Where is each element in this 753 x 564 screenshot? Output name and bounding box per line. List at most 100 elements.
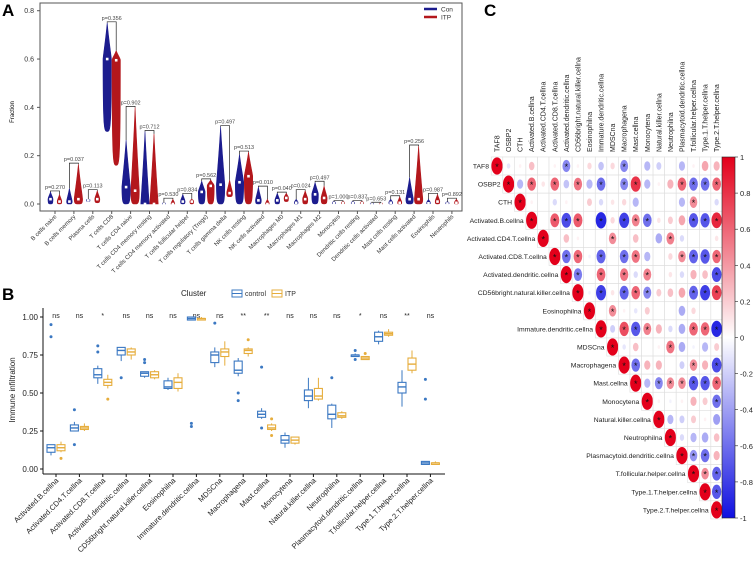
correlation-circle [514,193,526,211]
correlation-circle [702,397,708,406]
correlation-circle [689,285,699,300]
y-tick-label: 0.75 [22,351,38,360]
correlation-circle [596,177,606,191]
significance-star: * [692,289,696,299]
correlation-circle [576,164,580,168]
significance-star: * [715,289,719,299]
significance-label: ns [193,313,201,320]
correlation-circle [621,198,627,206]
violin-con [140,131,150,205]
correlation-circle [596,267,606,282]
violin-itp [226,179,233,198]
correlation-circle [633,308,638,314]
correlation-circle [667,288,674,298]
correlation-circle [573,249,583,264]
matrix-cell [606,265,619,284]
column-label: Immature.dendritic.cellna [599,74,606,152]
correlation-circle [702,360,709,370]
matrix-cell [641,337,654,357]
box-chart: Immune infiltration 0.00 0.25 0.50 0.75 1.00 C… [8,289,445,554]
median-marker [408,197,411,201]
correlation-circle [654,377,663,390]
p-value-bracket [428,192,438,200]
correlation-circle [655,324,662,334]
colorbar-tick-label: -0.8 [740,478,753,487]
p-value-bracket [201,178,212,182]
median-marker [341,201,345,205]
outlier-point [236,399,240,403]
significance-star: * [703,325,707,335]
column-label: Eosinophilna [587,112,594,152]
median-marker [294,201,298,205]
matrix-cell [606,174,619,194]
matrix-cell [652,265,665,284]
significance-star: * [576,216,580,226]
significance-star: * [692,361,696,371]
median-marker [209,184,212,188]
correlation-circle [572,284,584,302]
significance-star: * [553,253,557,263]
correlation-circle [701,467,709,480]
significance-star: * [680,253,684,263]
significance-star: * [680,452,684,462]
box-control [233,360,243,374]
outlier-point [143,358,147,362]
correlation-circle [607,338,619,356]
correlation-circle [528,161,535,171]
significance-star: * [715,361,719,371]
outlier-point [49,335,53,339]
correlation-circle [700,213,710,228]
correlation-circle [666,377,675,389]
row-label: Eosinophilna [543,308,582,315]
x-tick-label: Macrophages M1 [267,214,304,251]
p-value-label: p=0.513 [234,145,254,151]
matrix-cell [687,229,700,248]
correlation-circle [700,249,710,264]
correlation-circle [712,177,721,191]
matrix-cell [698,229,712,248]
p-value-label: p=0.040 [272,186,292,192]
median-marker [436,200,439,203]
outlier-point [49,323,53,327]
significance-star: * [646,216,650,226]
correlation-circle [643,322,652,335]
median-marker [446,202,449,205]
p-value-label: p=0.131 [385,190,405,196]
row-label: Immature.dendritic.cellna [517,326,593,333]
correlation-circle [712,376,721,390]
outlier-point [353,348,357,352]
significance-star: * [703,289,707,299]
correlation-circle [711,501,723,519]
matrix-cell [629,156,642,176]
outlier-point [59,456,63,460]
correlation-circle [657,217,661,224]
p-value-label: p=0.653 [366,196,386,202]
significance-label: ns [169,313,177,320]
correlation-circle [563,179,570,189]
median-marker [190,200,194,203]
median-marker [379,202,383,206]
median-marker [49,197,52,201]
significance-star: * [669,379,673,389]
correlation-circle [656,162,662,170]
median-marker [276,199,279,202]
significance-label: ns [333,313,341,320]
correlation-circle [596,249,606,264]
median-marker [143,202,147,206]
significance-star: * [622,216,626,226]
significance-star: * [576,271,580,281]
correlation-circle [620,159,629,173]
significance-star: * [715,506,719,516]
row-label: Plasmacytoid.dendritic.cellna [586,453,674,460]
correlation-circle [667,216,673,225]
significance-star: * [703,470,707,480]
violin-itp [414,145,424,205]
significance-star: * [576,289,580,299]
p-value-bracket [87,189,98,200]
correlation-circle [622,308,626,313]
correlation-circle [653,410,665,428]
significance-star: * [634,289,638,299]
significance-star: * [692,325,696,335]
correlation-circle [644,360,651,370]
column-label: Plasmacytoid.dendritic.cellna [679,62,686,152]
